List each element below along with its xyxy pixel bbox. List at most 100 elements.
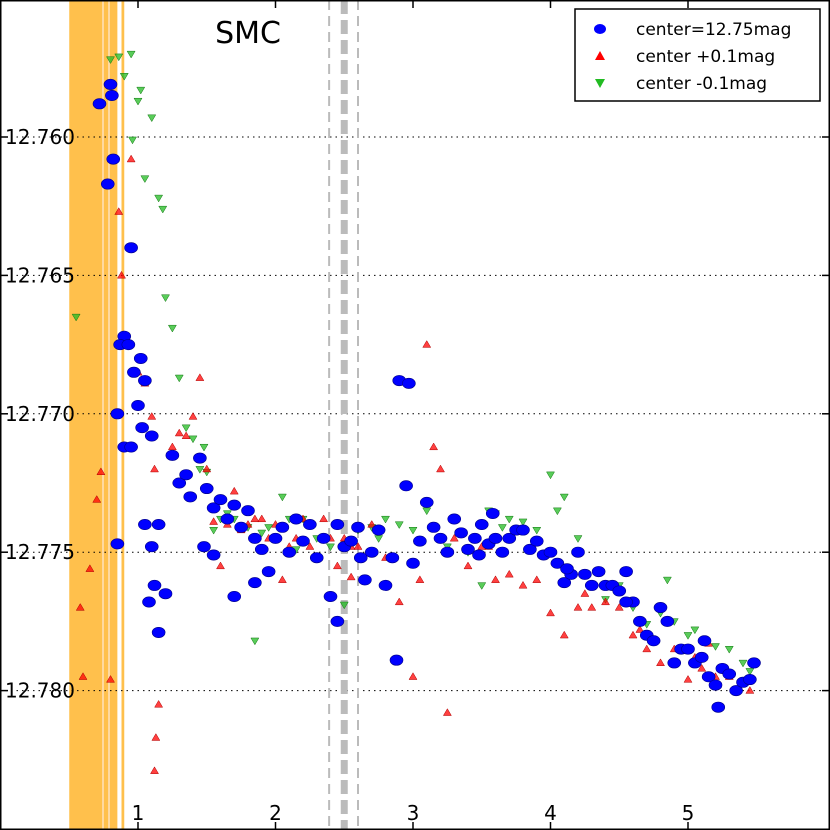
series-point-minus [250, 637, 260, 646]
series-point-center [100, 178, 115, 190]
series-point-minus [477, 582, 487, 590]
series-point-minus [532, 527, 542, 535]
y-tick-label: 12.775 [5, 540, 75, 564]
series-point-minus [181, 424, 191, 433]
series-point-minus [174, 374, 184, 383]
series-point-minus [573, 535, 583, 543]
series-point-center [138, 519, 152, 531]
series-point-center [199, 483, 214, 495]
legend-marker-triangle-down [595, 79, 605, 88]
series-point-center [529, 535, 544, 547]
series-point-center [197, 541, 211, 553]
series-point-center [248, 532, 262, 544]
series-point-plus [491, 575, 500, 583]
series-point-center [701, 671, 716, 683]
series-point-minus [724, 646, 734, 654]
series-point-center [472, 549, 486, 561]
series-point-plus [422, 340, 432, 348]
series-point-center [179, 469, 193, 481]
series-point-center [144, 430, 159, 442]
series-point-minus [745, 668, 755, 676]
series-point-center [151, 519, 166, 531]
series-point-center [127, 366, 141, 378]
series-point-minus [422, 507, 432, 516]
series-point-center [158, 588, 173, 600]
series-point-center [516, 524, 530, 536]
series-point-plus [745, 686, 755, 694]
series-point-plus [442, 708, 452, 716]
series-point-plus [195, 373, 205, 381]
series-point-plus [601, 597, 610, 606]
series-point-center [282, 546, 297, 558]
series-point-minus [690, 626, 700, 635]
chart-title: SMC [215, 16, 281, 51]
series-point-center [584, 579, 599, 591]
series-point-center [426, 521, 441, 533]
series-point-center [131, 399, 145, 411]
series-point-plus [546, 608, 555, 617]
series-point-center [406, 557, 420, 569]
series-point-center [227, 590, 242, 602]
series-point-minus [408, 527, 418, 535]
series-point-center [323, 590, 338, 602]
series-point-minus [161, 294, 170, 303]
series-point-minus [504, 515, 514, 524]
series-point-center [92, 98, 107, 110]
series-point-minus [209, 527, 219, 535]
series-point-plus [78, 672, 88, 680]
series-point-center [447, 513, 462, 525]
series-point-center [667, 657, 682, 669]
series-point-minus [339, 601, 349, 610]
series-point-center [275, 521, 290, 533]
series-point-plus [202, 464, 212, 473]
legend-label: center +0.1mag [636, 47, 775, 67]
series-point-center [488, 532, 503, 544]
series-point-plus [628, 630, 638, 639]
series-point-center [165, 449, 180, 461]
series-point-plus [463, 561, 473, 570]
x-tick-label: 4 [544, 801, 557, 825]
x-tick-label: 5 [682, 801, 695, 825]
series-point-center [722, 668, 737, 680]
y-tick-label: 12.760 [5, 125, 75, 149]
series-point-minus [497, 524, 507, 532]
series-point-minus [158, 205, 168, 214]
series-point-center [248, 577, 262, 589]
series-point-center [124, 242, 138, 254]
series-point-center [268, 532, 283, 544]
series-point-minus [381, 515, 390, 524]
series-point-minus [106, 56, 115, 64]
series-point-plus [257, 514, 267, 523]
series-point-center [502, 532, 517, 544]
series-point-center [697, 635, 712, 647]
series-point-plus [319, 514, 329, 523]
series-point-plus [126, 154, 136, 163]
series-point-center [694, 651, 709, 663]
series-point-center [330, 519, 345, 531]
series-point-minus [257, 529, 267, 538]
series-point-center [344, 535, 358, 547]
legend-label: center=12.75mag [636, 20, 791, 40]
x-tick-label: 3 [407, 801, 420, 825]
series-point-center [133, 352, 148, 364]
series-point-plus [408, 672, 418, 680]
legend-box [574, 8, 821, 102]
series-point-center [241, 505, 255, 517]
series-point-center [353, 552, 368, 564]
series-point-plus [75, 603, 85, 611]
legend-label: center -0.1mag [636, 74, 767, 94]
series-point-center [206, 502, 221, 514]
series-point-plus [559, 630, 569, 639]
series-point-center [523, 543, 537, 555]
series-point-minus [128, 136, 137, 145]
y-tick-label: 12.770 [5, 402, 75, 426]
series-point-plus [106, 675, 115, 683]
series-point-plus [92, 495, 102, 503]
series-point-center [254, 543, 269, 555]
series-point-center [142, 596, 156, 608]
series-point-plus [181, 431, 191, 439]
series-point-minus [167, 324, 177, 333]
series-point-plus [216, 561, 225, 570]
series-point-center [419, 496, 434, 508]
